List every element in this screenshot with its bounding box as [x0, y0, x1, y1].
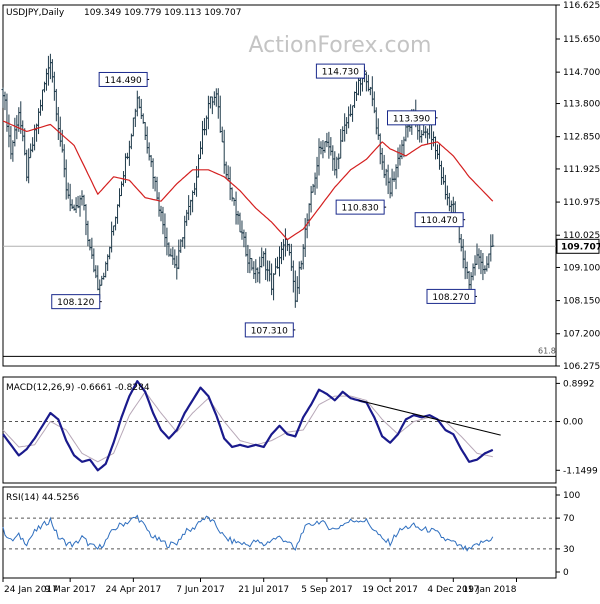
x-tick-label: 19 Jan 2018 — [463, 585, 517, 595]
watermark: ActionForex.com — [249, 33, 432, 58]
annotation-label: 108.120 — [57, 298, 94, 308]
annotation-label: 113.390 — [393, 114, 430, 124]
annotation-label: 107.310 — [251, 326, 288, 336]
price-ytick-label: 114.700 — [563, 68, 600, 78]
current-price-label: 109.707 — [561, 242, 600, 252]
macd-title: MACD(12,26,9) -0.6661 -0.8284 — [6, 383, 150, 393]
x-tick-label: 7 Jun 2017 — [176, 585, 224, 595]
annotation-label: 110.830 — [342, 204, 379, 214]
x-tick-label: 19 Oct 2017 — [362, 585, 418, 595]
rsi-ytick-label: 0 — [563, 568, 569, 578]
rsi-ytick-label: 70 — [563, 514, 575, 524]
x-tick-label: 21 Jul 2017 — [238, 585, 289, 595]
price-ytick-label: 112.850 — [563, 133, 600, 143]
fib-level-label: 61.8 — [538, 346, 556, 355]
macd-ytick-label: 0.00 — [563, 418, 583, 428]
annotation-label: 114.490 — [105, 76, 142, 86]
x-tick-label: 24 Apr 2017 — [106, 585, 162, 595]
annotation-label: 110.470 — [421, 216, 458, 226]
price-ytick-label: 109.100 — [563, 263, 600, 273]
price-ytick-label: 110.975 — [563, 198, 600, 208]
price-ytick-label: 106.275 — [563, 362, 600, 372]
price-ytick-label: 116.625 — [563, 1, 600, 11]
price-ytick-label: 107.200 — [563, 330, 600, 340]
price-ytick-label: 108.150 — [563, 297, 600, 307]
price-ohlc-readout: 109.349 109.779 109.113 109.707 — [84, 8, 241, 18]
annotation-label: 114.730 — [322, 68, 359, 78]
price-ytick-label: 115.650 — [563, 35, 600, 45]
macd-ytick-label: 0.8992 — [563, 379, 595, 389]
x-tick-label: 5 Sep 2017 — [301, 585, 352, 595]
price-ytick-label: 111.925 — [563, 165, 600, 175]
x-tick-label: 9 Mar 2017 — [44, 585, 95, 595]
price-title: USDJPY,Daily — [6, 8, 65, 18]
annotation-label: 108.270 — [432, 293, 469, 303]
rsi-title: RSI(14) 44.5256 — [6, 493, 79, 503]
price-ytick-label: 113.800 — [563, 100, 600, 110]
macd-ytick-label: -1.1499 — [563, 466, 598, 476]
rsi-ytick-label: 100 — [563, 491, 580, 501]
rsi-ytick-label: 30 — [563, 545, 575, 555]
